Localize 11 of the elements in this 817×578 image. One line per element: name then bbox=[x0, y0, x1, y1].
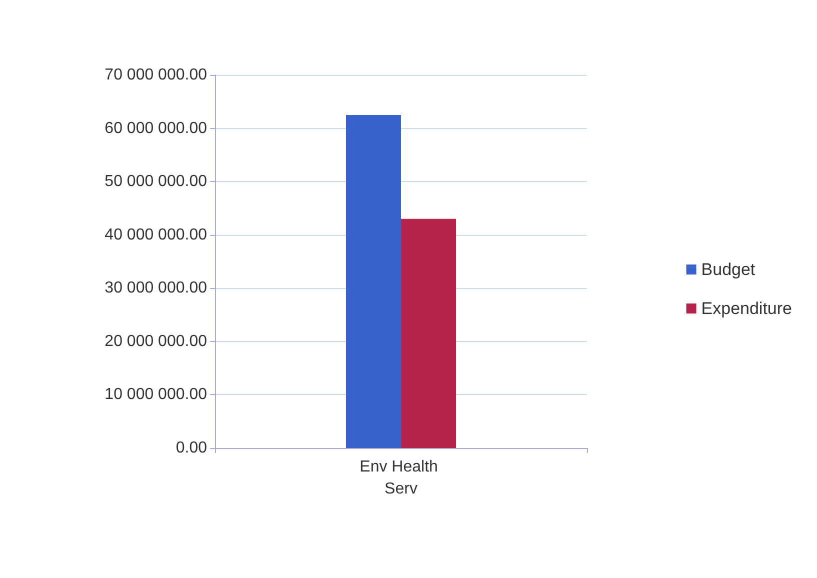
x-tick-label: Env Health Serv bbox=[360, 458, 442, 498]
legend-label: Expenditure bbox=[701, 299, 792, 318]
y-tick-label: 20 000 000.00 bbox=[104, 332, 208, 350]
legend-label: Budget bbox=[701, 260, 756, 279]
y-tick-label: 40 000 000.00 bbox=[104, 226, 208, 244]
y-tick-label: 60 000 000.00 bbox=[104, 120, 208, 137]
y-tick-label: 30 000 000.00 bbox=[104, 280, 208, 297]
y-tick-label: 10 000 000.00 bbox=[104, 386, 208, 404]
y-tick-label: 0.00 bbox=[176, 440, 208, 456]
y-tick-label: 70 000 000.00 bbox=[104, 66, 208, 84]
y-tick-label: 50 000 000.00 bbox=[104, 173, 208, 190]
